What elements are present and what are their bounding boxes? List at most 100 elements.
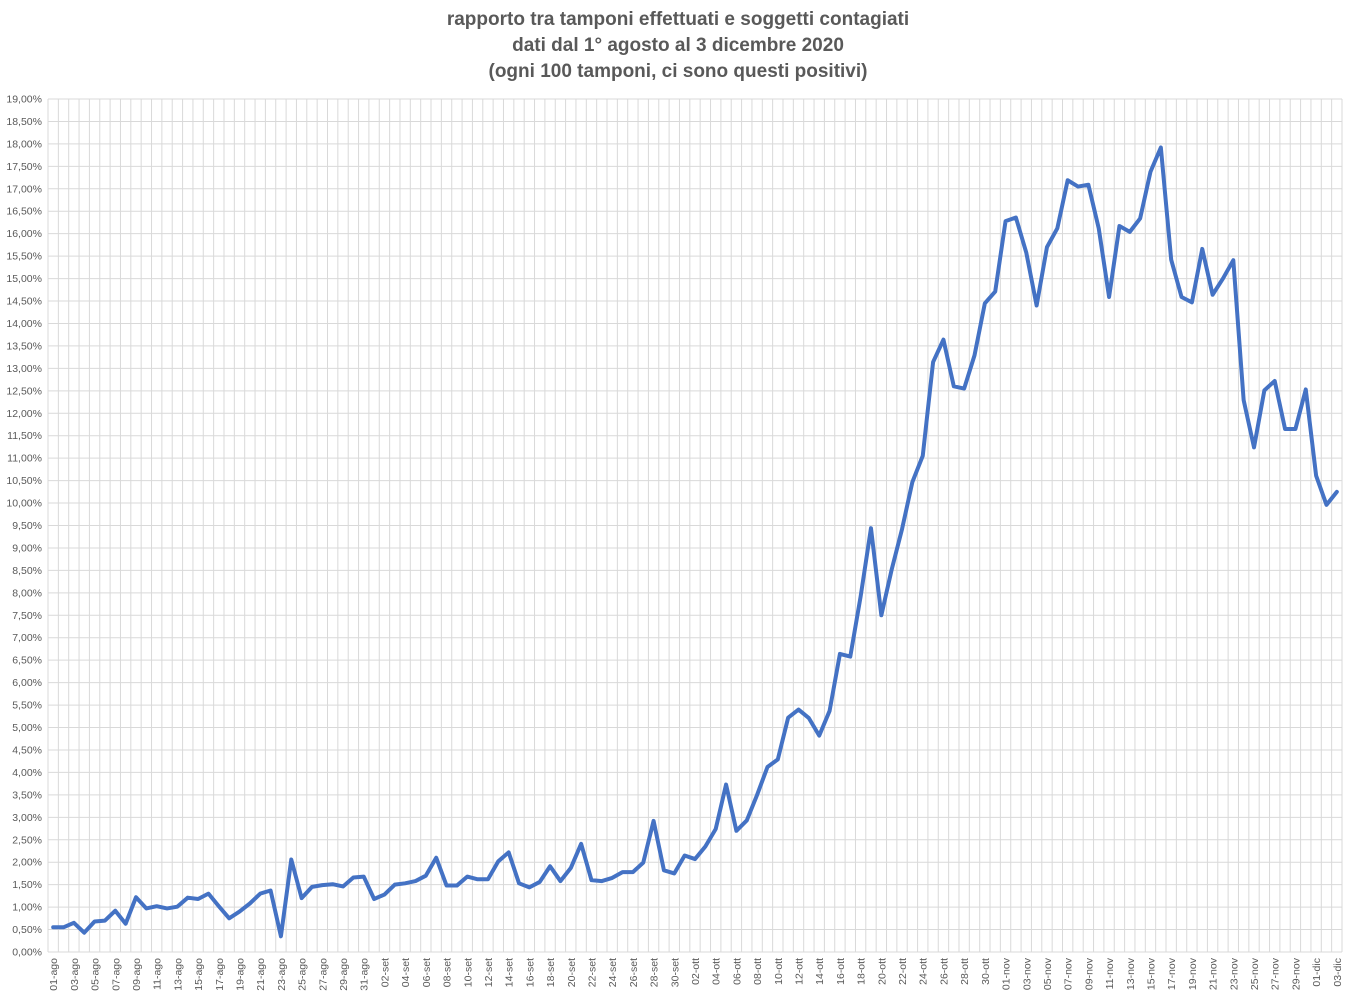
y-tick-label: 8,50% [12,565,42,577]
x-tick-label: 01-ago [48,958,60,991]
y-tick-label: 2,00% [12,857,42,869]
x-tick-label: 20-set [566,958,578,987]
x-tick-label: 13-ago [172,958,184,991]
x-tick-label: 21-nov [1208,957,1220,990]
x-tick-label: 30-ott [980,958,992,985]
y-tick-label: 15,50% [6,251,42,263]
y-tick-label: 3,50% [12,789,42,801]
x-tick-label: 14-set [504,958,516,987]
y-tick-label: 14,00% [6,318,42,330]
x-tick-label: 08-ott [752,958,764,985]
x-tick-label: 29-nov [1290,957,1302,990]
x-tick-label: 18-set [545,958,557,987]
y-tick-label: 12,50% [6,385,42,397]
vertical-gridlines [47,99,1343,952]
x-tick-label: 13-nov [1125,957,1137,990]
y-tick-label: 7,00% [12,632,42,644]
y-tick-label: 4,00% [12,767,42,779]
horizontal-gridlines [48,98,1342,953]
x-tick-label: 19-ago [235,958,247,991]
y-tick-label: 6,00% [12,677,42,689]
y-tick-label: 11,00% [7,453,42,465]
x-tick-label: 17-ago [214,958,226,991]
x-tick-label: 03-dic [1332,958,1344,987]
x-tick-label: 12-set [483,958,495,987]
x-tick-label: 29-ago [338,958,350,991]
y-tick-label: 18,00% [6,138,42,150]
x-tick-label: 28-ott [959,958,971,985]
x-tick-label: 28-set [649,958,661,987]
y-tick-label: 10,00% [6,498,42,510]
x-tick-label: 18-ott [856,958,868,985]
y-axis-tick-labels: 0,00% 0,50% 1,00% 1,50% 2,00% 2,50% 3,00% 3,50%… [6,94,42,959]
x-tick-label: 06-set [421,958,433,987]
x-tick-label: 31-ago [359,958,371,991]
x-tick-label: 04-set [400,958,412,987]
y-tick-label: 15,00% [6,273,42,285]
x-tick-label: 01-dic [1311,958,1323,987]
y-tick-label: 5,00% [12,722,42,734]
x-tick-label: 08-set [442,958,454,987]
y-tick-label: 9,50% [12,520,42,532]
y-tick-label: 0,50% [12,924,42,936]
x-tick-label: 05-ago [90,958,102,991]
y-tick-label: 4,50% [12,744,42,756]
chart-title-line-3: (ogni 100 tamponi, ci sono questi positi… [489,61,868,82]
x-tick-label: 06-ott [731,958,743,985]
y-tick-label: 14,50% [6,296,42,308]
x-tick-label: 16-set [524,958,536,987]
y-tick-label: 17,00% [6,183,42,195]
x-tick-label: 16-ott [835,958,847,985]
x-tick-label: 21-ago [255,958,267,991]
x-tick-label: 26-set [628,958,640,987]
chart-title-line-1: rapporto tra tamponi effettuati e sogget… [447,9,909,30]
x-tick-label: 30-set [669,958,681,987]
y-tick-label: 5,50% [12,700,42,712]
x-tick-label: 03-nov [1021,957,1033,990]
x-tick-label: 02-ott [690,958,702,985]
chart-title: rapporto tra tamponi effettuati e sogget… [447,9,909,82]
x-tick-label: 23-nov [1228,957,1240,990]
x-tick-label: 02-set [379,958,391,987]
x-tick-label: 01-nov [1001,957,1013,990]
y-tick-label: 2,50% [12,834,42,846]
x-tick-label: 27-ago [317,958,329,991]
y-tick-label: 16,50% [6,206,42,218]
x-tick-label: 11-nov [1104,957,1116,989]
series-line [51,145,1339,939]
y-tick-label: 8,00% [12,587,42,599]
y-tick-label: 17,50% [6,161,42,173]
x-tick-label: 10-ott [773,958,785,985]
x-tick-label: 14-ott [814,958,826,985]
y-tick-label: 11,50% [7,430,42,442]
y-tick-label: 6,50% [12,655,42,667]
x-tick-label: 20-ott [876,958,888,985]
x-tick-label: 17-nov [1166,957,1178,990]
x-tick-label: 15-nov [1145,957,1157,990]
y-tick-label: 18,50% [6,116,42,128]
x-tick-label: 07-ago [110,958,122,991]
x-tick-label: 22-ott [897,958,909,985]
x-tick-label: 22-set [586,958,598,987]
x-tick-label: 24-ott [918,958,930,985]
y-tick-label: 1,00% [12,902,42,914]
x-tick-label: 25-ago [297,958,309,991]
x-tick-label: 19-nov [1187,957,1199,990]
y-tick-label: 10,50% [6,475,42,487]
x-tick-label: 15-ago [193,958,205,991]
x-tick-label: 24-set [607,958,619,987]
y-tick-label: 9,00% [12,542,42,554]
x-tick-label: 23-ago [276,958,288,991]
x-tick-label: 25-nov [1249,957,1261,990]
y-tick-label: 12,00% [6,408,42,420]
x-tick-label: 27-nov [1270,957,1282,990]
y-tick-label: 13,50% [6,340,42,352]
x-tick-label: 10-set [462,958,474,987]
x-axis-tick-labels: 01-ago 03-ago 05-ago 07-ago 09-ago 11-ago 13-a… [48,957,1344,990]
x-tick-label: 12-ott [794,958,806,985]
x-tick-label: 11-ago [152,958,164,990]
y-tick-label: 3,00% [12,812,42,824]
y-tick-label: 13,00% [6,363,42,375]
x-tick-label: 07-nov [1063,957,1075,990]
